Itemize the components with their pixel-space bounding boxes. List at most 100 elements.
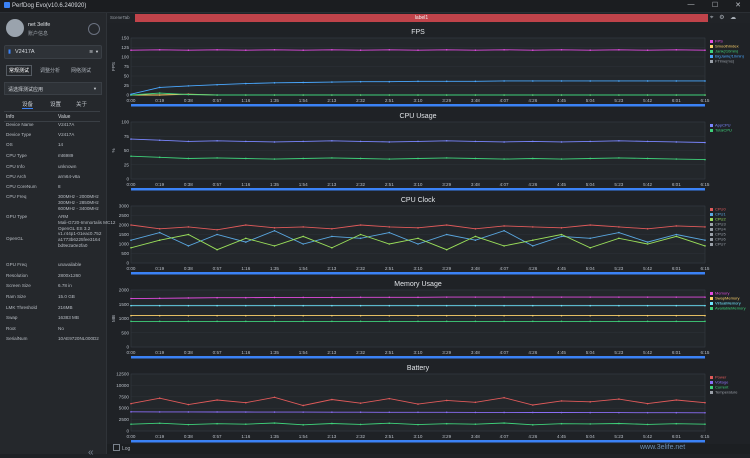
account-info-link[interactable]: 账户信息 <box>28 30 48 37</box>
x-tick-label: 3:48 <box>471 434 480 439</box>
tab-network[interactable]: 网络测试 <box>71 67 91 74</box>
data-point <box>676 158 678 160</box>
data-point <box>475 49 477 51</box>
legend-swatch <box>710 391 713 394</box>
data-point <box>245 224 247 226</box>
x-tick-label: 2:51 <box>385 266 394 271</box>
data-point <box>159 87 161 89</box>
data-point <box>389 226 391 228</box>
scene-tab[interactable]: SceneTab <box>110 15 136 22</box>
info-table-header: Info Value <box>4 111 100 122</box>
data-point <box>360 141 362 143</box>
avatar[interactable] <box>6 19 24 37</box>
phone-icon: ▮ <box>8 49 11 55</box>
x-tick-label: 1:35 <box>270 350 279 355</box>
x-tick-label: 0:19 <box>155 266 164 271</box>
data-point <box>159 321 161 323</box>
data-point <box>589 423 591 425</box>
chart-title: CPU Clock <box>401 197 436 204</box>
data-point <box>245 315 247 317</box>
info-key: CPU Freq <box>6 194 26 199</box>
x-tick-label: 4:26 <box>528 434 537 439</box>
info-key: OpenGL <box>6 236 23 241</box>
power-icon[interactable] <box>88 23 100 35</box>
data-point <box>532 239 534 241</box>
x-tick-label: 1:16 <box>241 98 250 103</box>
data-point <box>188 141 190 143</box>
data-point <box>216 321 218 323</box>
app-select[interactable]: 请选择测试应用 ▼ <box>4 82 102 95</box>
close-button[interactable]: ✕ <box>727 1 749 11</box>
data-point <box>302 297 304 299</box>
data-point <box>503 305 505 307</box>
tab-settings[interactable]: 设置 <box>50 100 61 108</box>
data-point <box>417 158 419 160</box>
x-tick-label: 6:15 <box>701 350 710 355</box>
data-point <box>360 234 362 236</box>
data-point <box>389 141 391 143</box>
cloud-icon[interactable]: ☁ <box>730 15 736 21</box>
data-point <box>647 141 649 143</box>
tab-device[interactable]: 设备 <box>22 100 33 109</box>
x-tick-label: 2:32 <box>356 434 365 439</box>
data-point <box>532 296 534 298</box>
data-point <box>389 321 391 323</box>
data-point <box>159 92 161 94</box>
data-point <box>216 94 218 96</box>
data-point <box>561 296 563 298</box>
info-value: unavailable <box>58 262 81 268</box>
label-bar[interactable]: label1 <box>135 14 708 22</box>
y-tick-label: 1500 <box>119 302 130 307</box>
x-tick-label: 2:13 <box>327 266 336 271</box>
data-point <box>274 297 276 299</box>
x-tick-label: 1:16 <box>241 350 250 355</box>
x-tick-label: 1:35 <box>270 182 279 187</box>
location-icon[interactable]: ⌖ <box>710 15 713 21</box>
x-tick-label: 5:42 <box>643 266 652 271</box>
data-point <box>159 94 161 96</box>
x-tick-label: 4:45 <box>557 266 566 271</box>
data-point <box>216 315 218 317</box>
maximize-button[interactable]: ☐ <box>704 1 726 11</box>
x-tick-label: 3:48 <box>471 350 480 355</box>
data-point <box>216 234 218 236</box>
data-point <box>503 158 505 160</box>
x-tick-label: 1:54 <box>299 266 308 271</box>
log-label: Log <box>122 446 130 452</box>
minimize-button[interactable]: — <box>680 1 702 11</box>
legend-swatch <box>710 381 713 384</box>
data-point <box>676 399 678 401</box>
data-point <box>331 423 333 425</box>
data-point <box>446 321 448 323</box>
data-point <box>618 49 620 51</box>
info-key: CPU Info <box>6 164 25 169</box>
y-tick-label: 75 <box>124 134 130 139</box>
data-point <box>417 227 419 229</box>
data-point <box>302 82 304 84</box>
time-scrollbar <box>131 440 705 443</box>
tab-normal-test[interactable]: 常规测试 <box>6 65 32 76</box>
data-point <box>417 412 419 414</box>
data-point <box>245 423 247 425</box>
data-point <box>159 239 161 241</box>
data-point <box>446 49 448 51</box>
data-point <box>274 245 276 247</box>
log-checkbox[interactable] <box>113 444 120 451</box>
chevron-down-icon: ▼ <box>93 86 97 91</box>
tab-about[interactable]: 关于 <box>76 100 87 108</box>
data-point <box>532 424 534 426</box>
data-point <box>589 49 591 51</box>
data-point <box>360 424 362 426</box>
data-point <box>360 315 362 317</box>
info-key: CPU Type <box>6 153 27 158</box>
device-selector[interactable]: ▮ V2417A ≋ ▼ <box>4 45 102 59</box>
tab-analysis[interactable]: 调整分析 <box>40 67 60 74</box>
x-tick-label: 5:04 <box>586 434 595 439</box>
data-point <box>130 224 132 226</box>
data-point <box>676 80 678 82</box>
settings-icon[interactable]: ⚙ <box>719 15 724 21</box>
collapse-panel-icon[interactable]: « <box>88 447 94 458</box>
legend-swatch <box>710 124 713 127</box>
legend-label: AvailableMemory <box>715 306 746 311</box>
data-point <box>618 157 620 159</box>
